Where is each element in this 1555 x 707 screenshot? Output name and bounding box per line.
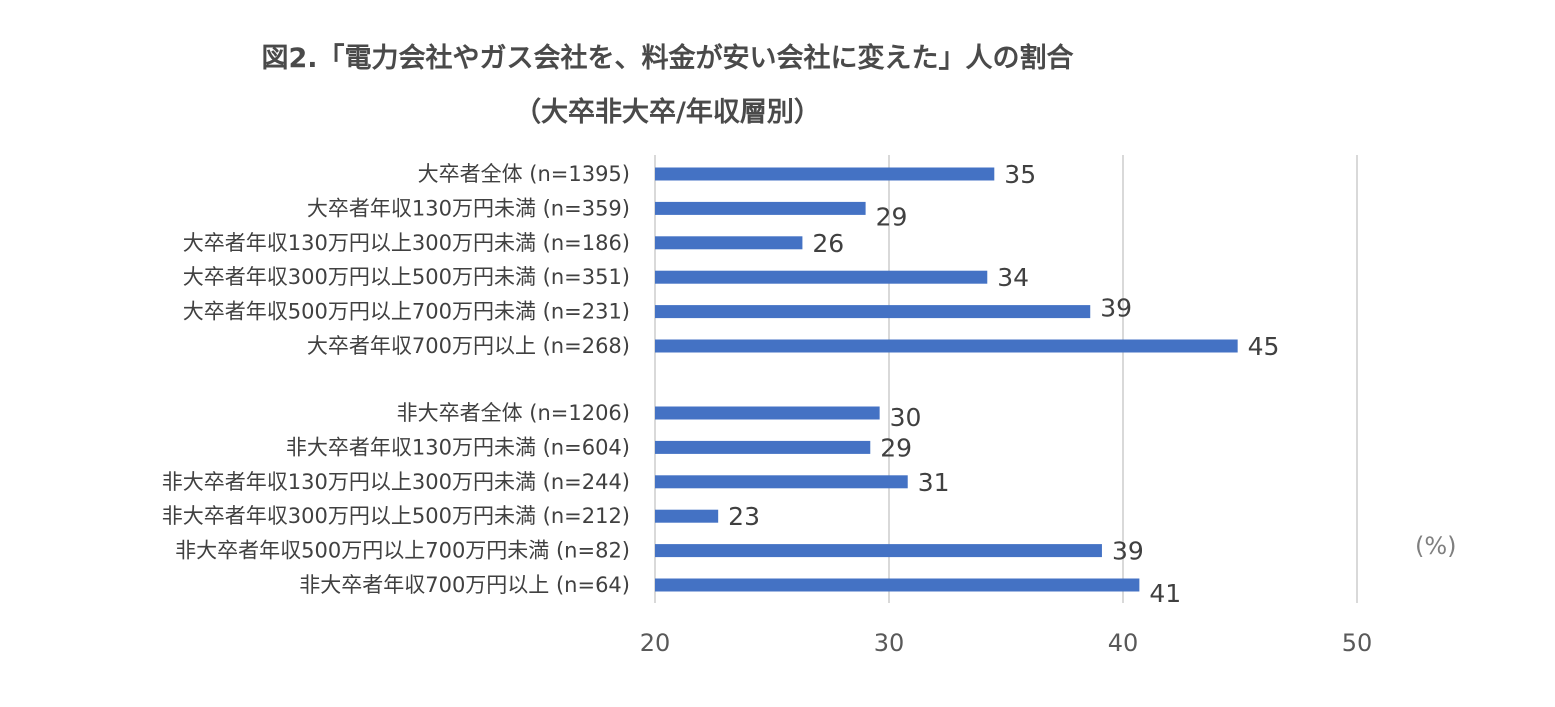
x-tick-label: 50 — [1342, 629, 1373, 657]
bar — [655, 305, 1091, 319]
category-label: 大卒者年収130万円以上300万円未満 (n=186) — [183, 231, 630, 255]
bar — [655, 339, 1238, 353]
category-label: 非大卒者年収130万円未満 (n=604) — [286, 435, 630, 459]
bar — [655, 236, 803, 250]
category-label: 大卒者年収700万円以上 (n=268) — [307, 334, 630, 358]
data-label: 39 — [1100, 294, 1132, 323]
bar — [655, 544, 1102, 558]
x-tick-label: 40 — [1108, 629, 1139, 657]
bar — [655, 201, 866, 215]
data-label: 45 — [1248, 332, 1280, 361]
bar — [655, 440, 871, 454]
data-label: 29 — [880, 433, 912, 462]
data-label: 29 — [876, 202, 908, 231]
category-label: 非大卒者年収500万円以上700万円未満 (n=82) — [175, 539, 630, 563]
bar — [655, 270, 988, 284]
data-label: 31 — [918, 468, 950, 497]
bar — [655, 167, 995, 181]
chart-subtitle: （大卒非大卒/年収層別） — [514, 97, 821, 128]
data-label: 30 — [890, 403, 922, 432]
bar — [655, 578, 1140, 592]
bar — [655, 406, 880, 420]
category-label: 非大卒者年収130万円以上300万円未満 (n=244) — [162, 470, 630, 494]
data-label: 34 — [997, 263, 1029, 292]
bars — [655, 167, 1238, 592]
grid-lines — [654, 155, 1358, 603]
x-axis-ticks: 20 30 40 50 — [640, 629, 1373, 657]
x-tick-label: 20 — [640, 629, 671, 657]
category-label: 非大卒者年収700万円以上 (n=64) — [299, 573, 630, 597]
data-label: 35 — [1004, 160, 1036, 189]
data-label: 26 — [812, 229, 844, 258]
category-labels: 大卒者全体 (n=1395) 大卒者年収130万円未満 (n=359) 大卒者年収1… — [162, 162, 630, 597]
data-label: 41 — [1149, 579, 1181, 608]
bar — [655, 475, 908, 489]
x-tick-label: 30 — [874, 629, 905, 657]
category-label: 大卒者年収500万円以上700万円未満 (n=231) — [183, 300, 630, 324]
category-label: 大卒者全体 (n=1395) — [418, 162, 630, 186]
bar — [655, 509, 719, 523]
chart-title: 図2.「電力会社やガス会社を、料金が安い会社に変えた」人の割合 — [261, 43, 1074, 74]
data-label: 39 — [1112, 537, 1144, 566]
data-label: 23 — [728, 502, 760, 531]
category-label: 大卒者年収300万円以上500万円未満 (n=351) — [183, 265, 630, 289]
category-label: 非大卒者年収300万円以上500万円未満 (n=212) — [162, 504, 630, 528]
category-label: 非大卒者全体 (n=1206) — [397, 401, 630, 425]
unit-label: (%) — [1415, 532, 1457, 560]
category-label: 大卒者年収130万円未満 (n=359) — [307, 196, 630, 220]
